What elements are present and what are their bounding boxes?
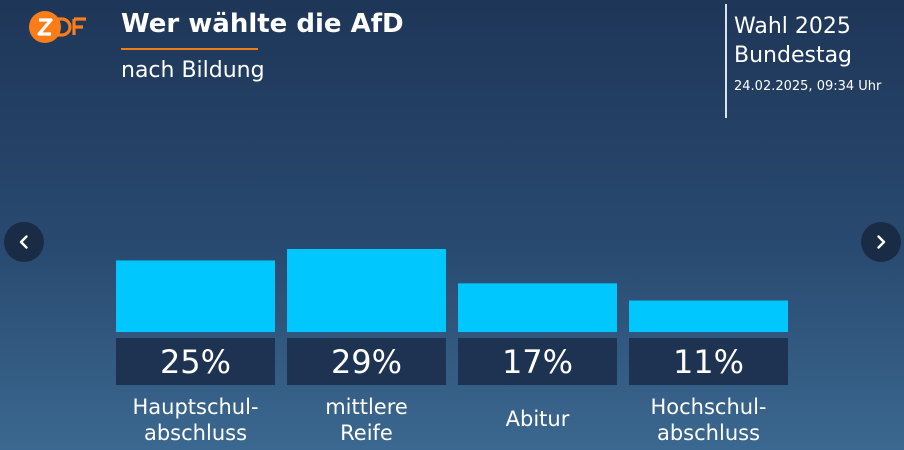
category-label-1-line-1: Reife — [340, 421, 393, 445]
title-underline — [121, 48, 258, 50]
zdf-logo — [29, 11, 86, 43]
value-label-1: 29% — [331, 343, 402, 381]
header-divider — [725, 4, 727, 118]
chevron-right-icon — [877, 235, 886, 249]
value-box-2 — [458, 338, 617, 385]
value-box-1 — [287, 338, 446, 385]
bar-3 — [629, 300, 788, 332]
bar-1 — [287, 249, 446, 332]
value-label-3: 11% — [673, 343, 744, 381]
chevron-left-icon — [19, 235, 28, 249]
value-label-0: 25% — [160, 343, 231, 381]
category-label-1-line-0: mittlere — [325, 395, 408, 419]
category-label-0-line-1: abschluss — [144, 421, 247, 445]
election-body: Bundestag — [734, 43, 853, 68]
election-year: Wahl 2025 — [734, 14, 851, 39]
category-label-3-line-0: Hochschul- — [650, 395, 766, 419]
previous-button[interactable] — [4, 222, 44, 262]
bar-0 — [116, 260, 275, 332]
next-button[interactable] — [861, 222, 901, 262]
chart-title: Wer wählte die AfD — [121, 9, 404, 39]
value-box-0 — [116, 338, 275, 385]
bar-2 — [458, 283, 617, 332]
election-title: Wahl 2025 Bundestag — [734, 12, 852, 70]
category-label-0-line-0: Hauptschul- — [132, 395, 258, 419]
value-box-3 — [629, 338, 788, 385]
category-label-3-line-1: abschluss — [657, 421, 760, 445]
chart-subtitle: nach Bildung — [121, 58, 265, 83]
timestamp: 24.02.2025, 09:34 Uhr — [734, 79, 882, 94]
value-label-2: 17% — [502, 343, 573, 381]
category-label-2-line-0: Abitur — [506, 407, 570, 431]
